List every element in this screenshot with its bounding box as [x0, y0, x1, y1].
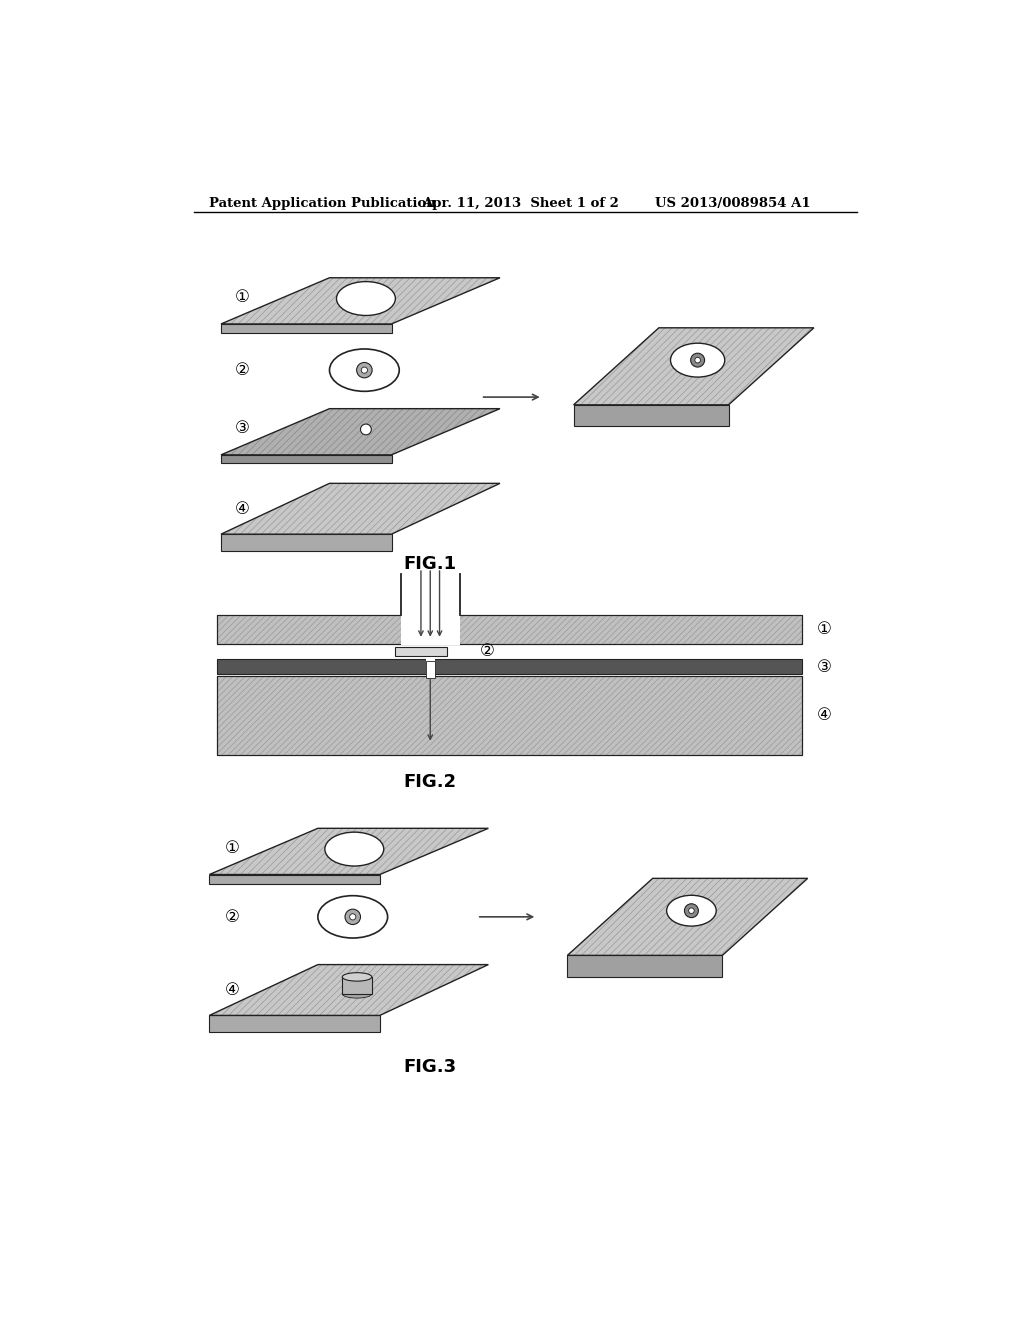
Circle shape	[684, 904, 698, 917]
Text: ①: ①	[225, 838, 240, 857]
Text: ③: ③	[236, 418, 250, 437]
Polygon shape	[221, 409, 500, 455]
Text: ①: ①	[236, 288, 250, 306]
Polygon shape	[221, 277, 500, 323]
Circle shape	[356, 363, 372, 378]
Text: ④: ④	[816, 706, 831, 725]
Text: ④: ④	[236, 500, 250, 517]
Polygon shape	[209, 1015, 380, 1032]
Ellipse shape	[325, 832, 384, 866]
Bar	[217, 659, 802, 675]
Polygon shape	[573, 405, 729, 426]
Bar	[217, 676, 802, 755]
Polygon shape	[221, 455, 391, 462]
Ellipse shape	[342, 973, 372, 981]
Text: ①: ①	[816, 620, 831, 638]
Bar	[426, 661, 435, 678]
Bar	[217, 676, 802, 755]
Text: Apr. 11, 2013  Sheet 1 of 2: Apr. 11, 2013 Sheet 1 of 2	[423, 197, 620, 210]
Bar	[426, 657, 435, 676]
Polygon shape	[209, 829, 488, 875]
Polygon shape	[209, 875, 380, 884]
Circle shape	[695, 358, 700, 363]
Ellipse shape	[671, 343, 725, 378]
Ellipse shape	[667, 895, 716, 927]
Circle shape	[688, 908, 694, 913]
Circle shape	[690, 354, 705, 367]
Polygon shape	[221, 483, 500, 535]
Text: ③: ③	[816, 657, 831, 676]
Ellipse shape	[342, 990, 372, 998]
Bar	[217, 615, 802, 644]
Text: US 2013/0089854 A1: US 2013/0089854 A1	[655, 197, 811, 210]
Bar	[394, 647, 447, 656]
Polygon shape	[573, 327, 814, 405]
Polygon shape	[567, 956, 722, 977]
Circle shape	[349, 913, 356, 920]
Text: ②: ②	[225, 908, 240, 925]
Ellipse shape	[330, 348, 399, 391]
Circle shape	[360, 424, 372, 434]
Polygon shape	[209, 965, 488, 1015]
Polygon shape	[221, 323, 391, 333]
Polygon shape	[567, 878, 808, 956]
Text: FIG.1: FIG.1	[403, 556, 457, 573]
Ellipse shape	[317, 896, 388, 939]
Text: ②: ②	[479, 643, 495, 660]
Ellipse shape	[337, 281, 395, 315]
Text: FIG.3: FIG.3	[403, 1059, 457, 1076]
Text: FIG.2: FIG.2	[403, 774, 457, 791]
Polygon shape	[221, 535, 391, 552]
Text: ④: ④	[225, 981, 240, 999]
Circle shape	[345, 909, 360, 924]
Bar	[217, 615, 802, 644]
Text: Patent Application Publication: Patent Application Publication	[209, 197, 436, 210]
Text: ②: ②	[236, 362, 250, 379]
Circle shape	[361, 367, 368, 374]
Bar	[400, 614, 460, 645]
Bar	[342, 977, 372, 994]
